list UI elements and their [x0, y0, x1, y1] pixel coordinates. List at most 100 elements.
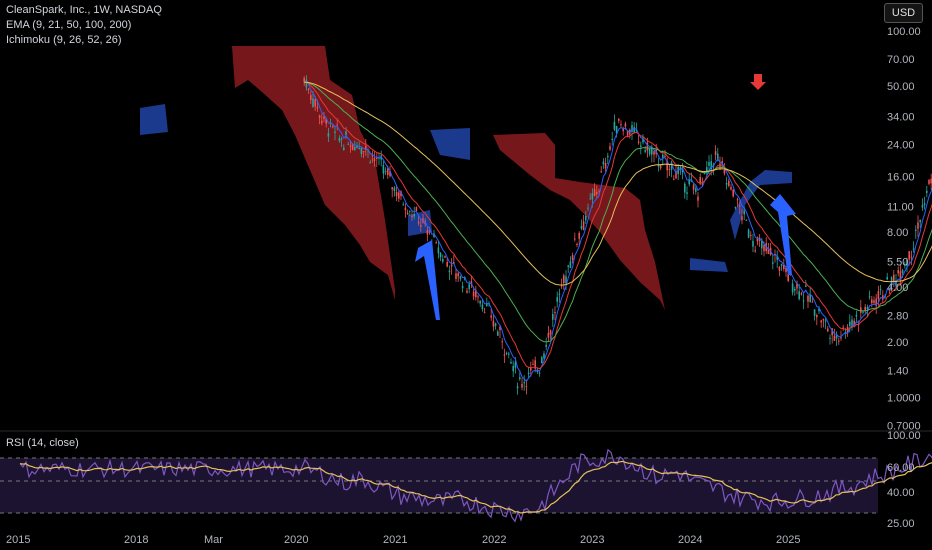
- ema-legend[interactable]: EMA (9, 21, 50, 100, 200): [6, 19, 132, 31]
- candle: [895, 280, 897, 286]
- price-tick: 5.50: [887, 257, 908, 269]
- candle: [607, 155, 609, 158]
- candle: [310, 95, 312, 101]
- candle: [314, 99, 316, 107]
- candle: [382, 165, 385, 174]
- candle: [541, 357, 543, 363]
- candle: [525, 386, 528, 388]
- candle: [756, 237, 759, 242]
- candle: [327, 133, 330, 137]
- candle: [882, 295, 884, 300]
- candle: [461, 285, 464, 289]
- candle: [466, 290, 468, 293]
- candle: [921, 205, 924, 208]
- candle: [752, 240, 754, 247]
- candle: [710, 161, 712, 170]
- candle: [699, 176, 701, 185]
- candle: [534, 360, 536, 369]
- candle: [646, 142, 649, 151]
- candle: [915, 229, 917, 231]
- candle: [490, 315, 492, 318]
- time-tick: 2025: [776, 534, 800, 546]
- ema-21-line: [304, 81, 932, 370]
- candle: [336, 124, 338, 126]
- candle: [708, 162, 710, 166]
- price-pane[interactable]: [140, 46, 932, 395]
- candle: [741, 216, 743, 221]
- candle: [391, 187, 393, 190]
- candle: [692, 184, 695, 190]
- ichimoku-legend[interactable]: Ichimoku (9, 26, 52, 26): [6, 34, 122, 46]
- candle: [365, 146, 367, 150]
- candle: [587, 207, 589, 209]
- candle: [827, 328, 829, 332]
- candle: [591, 193, 594, 200]
- candle: [772, 262, 774, 264]
- candle: [816, 315, 818, 318]
- price-tick: 50.00: [887, 81, 915, 93]
- candle: [807, 295, 809, 302]
- candle: [321, 120, 323, 124]
- candle: [411, 215, 413, 217]
- candle: [723, 169, 726, 174]
- candle: [409, 210, 411, 212]
- candle: [576, 243, 578, 245]
- symbol-legend[interactable]: CleanSpark, Inc., 1W, NASDAQ: [6, 4, 162, 16]
- candle: [776, 256, 778, 260]
- candle: [373, 158, 376, 162]
- time-axis[interactable]: 2015 2018 Mar 2020 2021 2022 2023 2024 2…: [6, 534, 800, 546]
- candle: [648, 148, 651, 155]
- price-axis[interactable]: 100.00 70.00 50.00 34.00 24.00 16.00 11.…: [887, 26, 921, 530]
- candle: [926, 190, 928, 193]
- candle: [558, 293, 561, 295]
- rsi-legend[interactable]: RSI (14, close): [6, 437, 79, 449]
- price-tick: 11.00: [887, 202, 914, 214]
- candle: [433, 233, 435, 238]
- candle: [312, 98, 314, 107]
- candle: [547, 332, 550, 338]
- price-tick: 8.00: [887, 227, 908, 239]
- candle: [622, 128, 624, 132]
- candle: [521, 383, 523, 388]
- candle: [512, 366, 514, 372]
- candle: [767, 248, 770, 254]
- candle: [609, 146, 611, 150]
- candle: [389, 171, 391, 177]
- candle: [439, 253, 442, 258]
- rsi-pane[interactable]: [0, 448, 932, 523]
- candle: [343, 147, 345, 150]
- candle: [415, 207, 418, 211]
- candle: [750, 235, 752, 237]
- candle: [387, 168, 389, 175]
- candle: [824, 320, 827, 322]
- candle: [886, 277, 888, 280]
- ichimoku-bearish-cloud: [232, 46, 395, 300]
- rsi-ma-line: [19, 460, 932, 514]
- candle: [664, 155, 666, 157]
- candle: [866, 307, 869, 309]
- price-tick: 100.00: [887, 26, 921, 38]
- candle: [717, 153, 719, 161]
- candle: [862, 311, 864, 313]
- candle: [662, 154, 664, 158]
- candle: [868, 296, 871, 298]
- candle: [906, 259, 908, 266]
- candle: [670, 162, 673, 170]
- candle: [928, 179, 930, 184]
- candle: [730, 186, 732, 190]
- candle: [686, 192, 688, 194]
- candle: [873, 300, 875, 303]
- candle: [613, 121, 616, 130]
- candle: [908, 251, 910, 260]
- candle: [732, 189, 734, 197]
- candle: [481, 304, 484, 310]
- candle: [450, 264, 453, 267]
- candle: [499, 326, 501, 331]
- candle: [761, 241, 763, 249]
- currency-button[interactable]: USD: [884, 3, 923, 23]
- candle: [457, 273, 459, 277]
- candle: [475, 289, 477, 298]
- candle: [492, 320, 495, 327]
- candle: [362, 151, 365, 153]
